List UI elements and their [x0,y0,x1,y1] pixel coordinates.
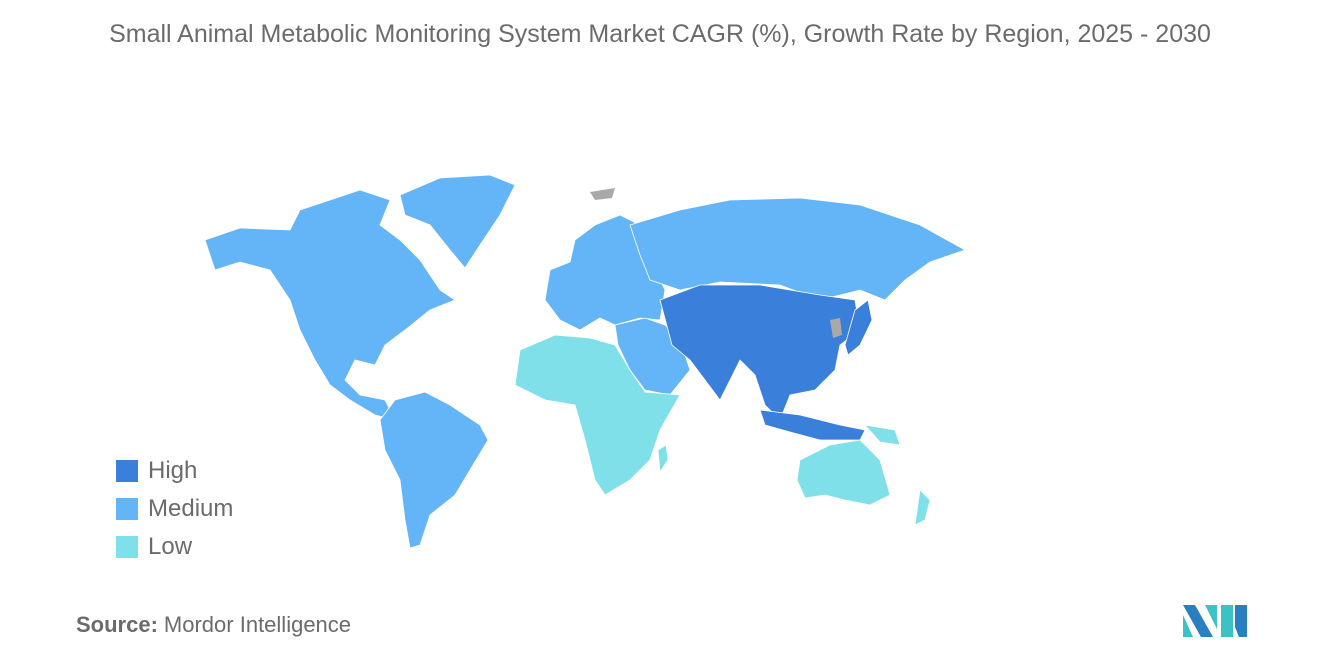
source-note: Source: Mordor Intelligence [76,612,351,638]
legend-item-low: Low [116,528,233,566]
region-madagascar [657,444,669,474]
legend: High Medium Low [116,452,233,566]
legend-item-high: High [116,452,233,490]
region-new-zealand [914,489,931,526]
legend-label: Medium [148,495,234,522]
chart-title: Small Animal Metabolic Monitoring System… [109,20,1211,48]
legend-label: High [148,457,198,484]
region-australia [796,439,891,506]
region-indonesia [759,409,866,441]
source-label: Source: [76,612,158,637]
region-no-data-svalbard [590,188,615,200]
source-value: Mordor Intelligence [163,612,352,637]
legend-swatch-medium [116,498,138,520]
region-russia [629,197,966,301]
region-africa [514,334,681,496]
region-japan [844,299,873,356]
legend-swatch-low [116,536,138,558]
region-no-data-korea [830,318,842,338]
legend-swatch-high [116,460,138,482]
region-asia-high [659,284,861,421]
mordor-intelligence-logo [1183,605,1247,637]
region-south-america [379,391,489,549]
legend-item-medium: Medium [116,490,233,528]
region-papua [863,424,901,446]
region-north-america [204,189,456,421]
region-greenland [399,174,516,269]
legend-label: Low [148,533,193,560]
